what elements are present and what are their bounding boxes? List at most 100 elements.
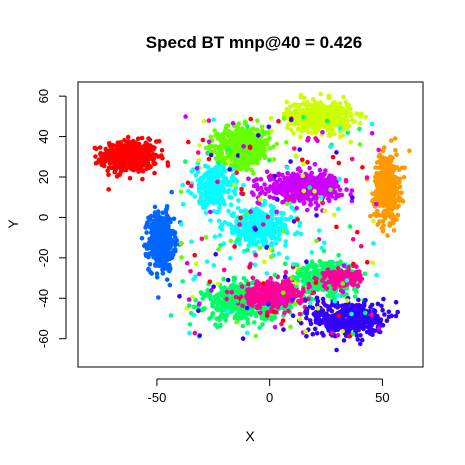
data-point: [104, 157, 109, 162]
chart-title: Specd BT mnp@40 = 0.426: [146, 33, 362, 52]
data-point: [343, 116, 348, 121]
data-point: [336, 110, 341, 115]
data-point: [394, 153, 399, 158]
data-point: [305, 208, 310, 213]
data-point: [252, 320, 257, 325]
data-point: [242, 231, 247, 236]
data-point: [297, 224, 302, 229]
data-point: [186, 189, 191, 194]
data-point: [241, 324, 246, 329]
data-point: [257, 201, 262, 206]
data-point: [129, 158, 134, 163]
data-point: [241, 183, 246, 188]
data-point: [299, 272, 304, 277]
data-point: [280, 216, 285, 221]
data-point: [206, 188, 211, 193]
data-point: [115, 161, 120, 166]
data-point: [148, 153, 153, 158]
data-point: [319, 118, 324, 123]
data-point: [290, 297, 295, 302]
data-point: [244, 237, 249, 242]
data-point: [289, 174, 294, 179]
data-point: [230, 309, 235, 314]
data-point: [163, 256, 168, 261]
data-point: [126, 135, 131, 140]
data-point: [273, 315, 278, 320]
data-point: [309, 264, 314, 269]
data-point: [126, 139, 131, 144]
data-point: [161, 271, 166, 276]
data-point: [396, 204, 401, 209]
data-point: [269, 241, 274, 246]
data-point: [236, 206, 241, 211]
data-point: [114, 144, 119, 149]
data-point: [181, 202, 186, 207]
data-point: [122, 138, 127, 143]
data-point: [278, 221, 283, 226]
data-point: [343, 274, 348, 279]
data-point: [159, 257, 164, 262]
data-point: [357, 274, 362, 279]
data-point: [313, 130, 318, 135]
data-point: [274, 142, 279, 147]
data-point: [397, 181, 402, 186]
data-point: [314, 264, 319, 269]
data-point: [286, 181, 291, 186]
data-point: [368, 214, 373, 219]
data-point: [313, 179, 318, 184]
data-point: [276, 284, 281, 289]
data-point: [136, 136, 141, 141]
data-point: [306, 197, 311, 202]
data-point: [299, 110, 304, 115]
data-point: [149, 271, 154, 276]
data-point: [272, 233, 277, 238]
data-point: [210, 311, 215, 316]
data-point: [256, 231, 261, 236]
data-point: [153, 161, 158, 166]
data-point: [272, 304, 277, 309]
data-point: [376, 302, 381, 307]
data-point: [146, 267, 151, 272]
data-point: [298, 312, 303, 317]
data-point: [385, 233, 390, 238]
data-point: [321, 124, 326, 129]
data-point: [265, 138, 270, 143]
data-point: [197, 199, 202, 204]
data-point: [227, 188, 232, 193]
data-point: [297, 103, 302, 108]
data-point: [245, 288, 250, 293]
data-point: [286, 309, 291, 314]
data-point: [381, 223, 386, 228]
data-point: [259, 315, 264, 320]
data-point: [300, 129, 305, 134]
data-point: [162, 236, 167, 241]
data-point: [221, 164, 226, 169]
data-point: [124, 152, 129, 157]
data-point: [248, 158, 253, 163]
data-point: [99, 162, 104, 167]
data-point: [151, 219, 156, 224]
data-point: [153, 263, 158, 268]
data-point: [400, 166, 405, 171]
data-point: [236, 198, 241, 203]
data-point: [146, 162, 151, 167]
data-point: [113, 148, 118, 153]
data-point: [232, 189, 237, 194]
data-point: [252, 220, 257, 225]
data-point: [165, 213, 170, 218]
data-point: [291, 313, 296, 318]
data-point: [200, 296, 205, 301]
data-point: [276, 236, 281, 241]
data-point: [289, 127, 294, 132]
data-point: [327, 199, 332, 204]
data-point: [225, 129, 230, 134]
data-point: [140, 136, 145, 141]
data-point: [305, 267, 310, 272]
data-point: [318, 168, 323, 173]
data-point: [266, 189, 271, 194]
data-point: [215, 306, 220, 311]
data-point: [98, 151, 103, 156]
data-point: [345, 125, 350, 130]
data-point: [299, 232, 304, 237]
